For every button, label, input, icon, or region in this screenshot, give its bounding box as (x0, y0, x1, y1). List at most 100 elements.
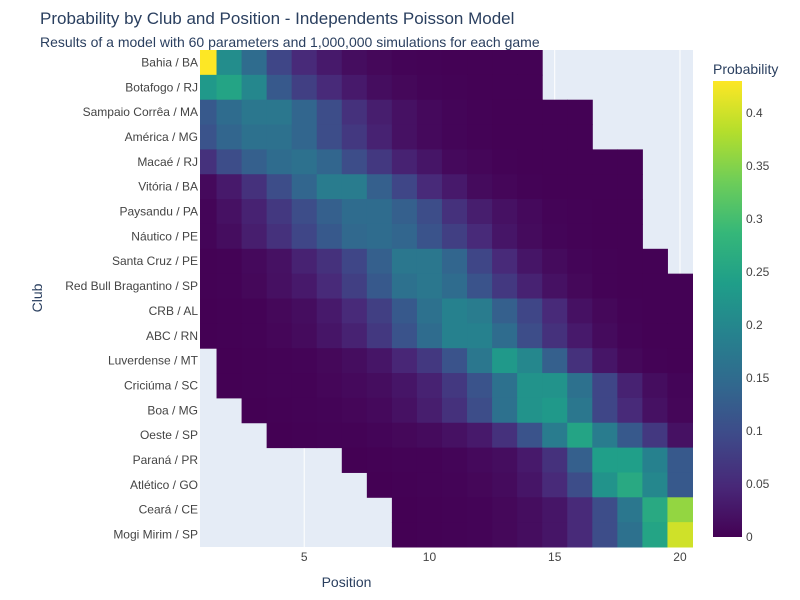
heatmap-cell: Atlético / GO · 11: 0.004 (441, 472, 468, 498)
heatmap-cell: Ceará / CE · 12: 0.004 (467, 497, 493, 523)
heatmap-cell: Oeste / SP · 11: 0.02 (441, 422, 468, 449)
chart-title: Probability by Club and Position - Indep… (40, 9, 515, 28)
heatmap-cell: América / MG · 4: 0.16 (266, 124, 293, 150)
heatmap-cell: Náutico / PE · 9: 0.14 (391, 223, 418, 250)
heatmap-cell: Botafogo / RJ · 9: 0.008 (391, 74, 418, 101)
heatmap-cell: Oeste / SP · 8: 0.005 (366, 422, 393, 449)
heatmap-cell: Atlético / GO · 17: 0.22 (592, 472, 618, 498)
heatmap-cell: Ceará / CE · 15: 0.025 (542, 497, 568, 523)
heatmap-cell: Boa / MG · 8: 0.01 (366, 397, 393, 424)
heatmap-cell: Mogi Mirim / SP · 12: 0.004 (467, 522, 493, 548)
heatmap-cell: Macaé / RJ · 12: 0.006 (467, 149, 493, 175)
heatmap-cell: Macaé / RJ · 10: 0.025 (416, 149, 443, 175)
heatmap-cell: Náutico / PE · 4: 0.06 (266, 223, 293, 250)
heatmap-cell: Náutico / PE · 18: 0.001 (617, 223, 643, 250)
heatmap-cell: Paraná / PR · 10: 0.003 (416, 447, 443, 473)
heatmap-cell: Luverdense / MT · 13: 0.23 (492, 348, 518, 374)
heatmap-cell: Sampaio Corrêa / MA · 3: 0.17 (241, 99, 268, 126)
heatmap-cell: Luverdense / MT · 10: 0.07 (416, 348, 443, 374)
heatmap-cell: Náutico / PE · 15: 0.005 (542, 223, 568, 250)
heatmap-cell: Bahia / BA · 5: 0.05 (291, 50, 318, 76)
heatmap-cell: Paysandu / PA · 13: 0.02 (492, 199, 518, 225)
heatmap-cell: Paraná / PR · 17: 0.24 (592, 447, 618, 473)
heatmap-cell: Luverdense / MT · 2: 0.0005 (216, 348, 243, 374)
heatmap-cell: Náutico / PE · 14: 0.012 (517, 223, 543, 250)
heatmap-cell: Ceará / CE · 20: 0.36 (667, 497, 693, 523)
heatmap-cell: Paysandu / PA · 1: 0.005 (200, 199, 218, 225)
heatmap-cell: Criciúma / SC · 17: 0.09 (592, 373, 618, 399)
heatmap-cell: Red Bull Bragantino / SP · 15: 0.02 (542, 273, 568, 299)
heatmap-cell: Macaé / RJ · 8: 0.07 (366, 149, 393, 175)
heatmap-cell: América / MG · 1: 0.11 (200, 124, 218, 150)
heatmap-cell: Bahia / BA · 2: 0.21 (216, 50, 243, 76)
heatmap-cell: CRB / AL · 19: 0.001 (642, 298, 668, 324)
heatmap-cell: Paysandu / PA · 3: 0.04 (241, 199, 268, 225)
heatmap-cell: Paysandu / PA · 14: 0.01 (517, 199, 543, 225)
heatmap-cell: CRB / AL · 7: 0.05 (341, 298, 368, 324)
heatmap-cell: CRB / AL · 18: 0.003 (617, 298, 643, 324)
heatmap-cell: ABC / RN · 6: 0.025 (316, 323, 343, 349)
heatmap-cell: Macaé / RJ · 18: 0.001 (617, 149, 643, 175)
heatmap-cell: Náutico / PE · 2: 0.015 (216, 223, 243, 250)
colorbar-tick-label: 0.05 (746, 477, 770, 491)
heatmap-cell: Macaé / RJ · 13: 0.003 (492, 149, 518, 175)
heatmap-cell: CRB / AL · 14: 0.09 (517, 298, 543, 324)
heatmap-cell: Mogi Mirim / SP · 11: 0.002 (441, 522, 468, 548)
heatmap-cell: ABC / RN · 16: 0.03 (567, 323, 593, 349)
heatmap-cell: Vitória / BA · 9: 0.09 (391, 174, 418, 200)
heatmap-cell: Macaé / RJ · 11: 0.01 (441, 149, 468, 175)
heatmap-cell: Sampaio Corrêa / MA · 9: 0.02 (391, 99, 418, 126)
y-axis-title: Club (29, 283, 45, 312)
heatmap-cell: América / MG · 13: 0.001 (492, 124, 518, 150)
heatmap-cell: Paraná / PR · 7: 0.0005 (341, 447, 368, 473)
heatmap-cell: CRB / AL · 9: 0.12 (391, 298, 418, 324)
heatmap-cell: Boa / MG · 14: 0.22 (517, 397, 543, 424)
heatmap-cell: Mogi Mirim / SP · 17: 0.1 (592, 522, 618, 548)
x-tick-label: 15 (548, 550, 562, 564)
heatmap-cell: Mogi Mirim / SP · 13: 0.008 (492, 522, 518, 548)
y-tick-label: Bahia / BA (141, 55, 198, 69)
heatmap-cell: Boa / MG · 15: 0.23 (542, 397, 568, 424)
heatmap-cell: CRB / AL · 12: 0.18 (467, 298, 493, 324)
heatmap-cell: Macaé / RJ · 16: 0.001 (567, 149, 593, 175)
heatmap-cell: Santa Cruz / PE · 5: 0.04 (291, 248, 318, 275)
heatmap-cell: Oeste / SP · 19: 0.07 (642, 422, 668, 449)
heatmap-cell: Paraná / PR · 8: 0.001 (366, 447, 393, 473)
y-tick-label: Ceará / CE (139, 503, 198, 517)
heatmap-cell: Bahia / BA · 11: 0.001 (441, 50, 468, 76)
heatmap-cell: Náutico / PE · 3: 0.035 (241, 223, 268, 250)
heatmap-cell: Criciúma / SC · 14: 0.22 (517, 373, 543, 399)
heatmap-cell: Paysandu / PA · 18: 0.001 (617, 199, 643, 225)
heatmap-cell: Botafogo / RJ · 8: 0.015 (366, 74, 393, 101)
heatmap-cell: Sampaio Corrêa / MA · 14: 0.001 (517, 99, 543, 126)
heatmap-cell: Paysandu / PA · 11: 0.06 (441, 199, 468, 225)
heatmap-cell: Oeste / SP · 17: 0.18 (592, 422, 618, 449)
heatmap-cell: Criciúma / SC · 10: 0.04 (416, 373, 443, 399)
heatmap-cell: Vitória / BA · 17: 0.001 (592, 174, 618, 200)
heatmap-cell: Sampaio Corrêa / MA · 11: 0.005 (441, 99, 468, 126)
heatmap-cell: Ceará / CE · 9: 0.0005 (391, 497, 418, 523)
heatmap-cell: Boa / MG · 3: 0.0005 (241, 397, 268, 424)
y-tick-label: América / MG (125, 130, 198, 144)
heatmap-cell: Paraná / PR · 12: 0.01 (467, 447, 493, 473)
heatmap-cell: Paraná / PR · 20: 0.12 (667, 447, 693, 473)
heatmap-cell: Vitória / BA · 6: 0.18 (316, 174, 343, 200)
heatmap-cell: Boa / MG · 11: 0.06 (441, 397, 468, 424)
heatmap-cell: Sampaio Corrêa / MA · 13: 0.001 (492, 99, 518, 126)
heatmap-cell: Bahia / BA · 9: 0.004 (391, 50, 418, 76)
heatmap-cell: Paysandu / PA · 8: 0.15 (366, 199, 393, 225)
heatmap-cell: Náutico / PE · 11: 0.08 (441, 223, 468, 250)
heatmap-cell: Red Bull Bragantino / SP · 1: 0.001 (200, 273, 218, 299)
heatmap-cell: Mogi Mirim / SP · 18: 0.16 (617, 522, 643, 548)
heatmap-cell: Náutico / PE · 13: 0.025 (492, 223, 518, 250)
y-tick-label: Sampaio Corrêa / MA (83, 105, 198, 119)
heatmap-cell: Paraná / PR · 13: 0.015 (492, 447, 518, 473)
heatmap-cell: Luverdense / MT · 8: 0.025 (366, 348, 393, 374)
heatmap-cell: Boa / MG · 17: 0.09 (592, 397, 618, 424)
heatmap-cell: CRB / AL · 11: 0.19 (441, 298, 468, 324)
heatmap-cell: CRB / AL · 3: 0.003 (241, 298, 268, 324)
heatmap-cell: Red Bull Bragantino / SP · 8: 0.12 (366, 273, 393, 299)
heatmap-cell: Oeste / SP · 12: 0.03 (467, 422, 493, 449)
heatmap-cell: Náutico / PE · 7: 0.145 (341, 223, 368, 250)
heatmap-cell: Sampaio Corrêa / MA · 2: 0.15 (216, 99, 243, 126)
